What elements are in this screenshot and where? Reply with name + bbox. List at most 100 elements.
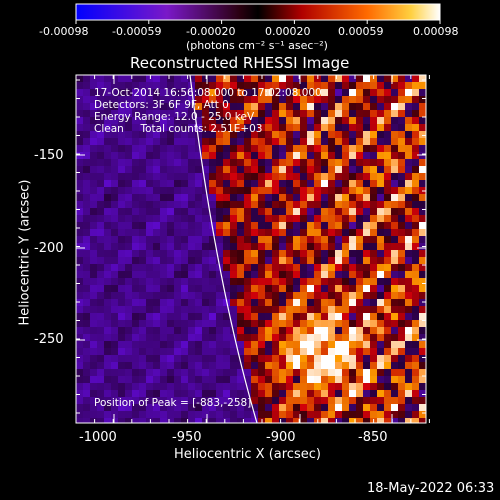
- heatmap-cell: [209, 89, 216, 96]
- heatmap-cell: [307, 243, 314, 250]
- heatmap-cell: [167, 152, 174, 159]
- heatmap-cell: [314, 208, 321, 215]
- heatmap-cell: [314, 215, 321, 222]
- heatmap-cell: [279, 397, 286, 404]
- heatmap-cell: [153, 82, 160, 89]
- heatmap-cell: [314, 348, 321, 355]
- heatmap-cell: [321, 362, 328, 369]
- heatmap-cell: [244, 257, 251, 264]
- heatmap-cell: [405, 110, 412, 117]
- heatmap-cell: [251, 348, 258, 355]
- heatmap-cell: [132, 89, 139, 96]
- heatmap-cell: [230, 376, 237, 383]
- heatmap-cell: [167, 320, 174, 327]
- heatmap-cell: [363, 390, 370, 397]
- heatmap-cell: [251, 75, 258, 82]
- heatmap-cell: [258, 376, 265, 383]
- heatmap-cell: [153, 299, 160, 306]
- heatmap-cell: [335, 222, 342, 229]
- heatmap-cell: [209, 250, 216, 257]
- heatmap-cell: [349, 194, 356, 201]
- heatmap-cell: [307, 390, 314, 397]
- heatmap-cell: [363, 159, 370, 166]
- heatmap-cell: [342, 152, 349, 159]
- heatmap-cell: [377, 299, 384, 306]
- heatmap-cell: [272, 285, 279, 292]
- heatmap-cell: [97, 187, 104, 194]
- heatmap-cell: [237, 152, 244, 159]
- heatmap-cell: [258, 159, 265, 166]
- heatmap-cell: [335, 306, 342, 313]
- heatmap-cell: [181, 397, 188, 404]
- heatmap-cell: [244, 82, 251, 89]
- heatmap-cell: [272, 355, 279, 362]
- heatmap-cell: [244, 327, 251, 334]
- heatmap-cell: [272, 299, 279, 306]
- heatmap-cell: [398, 369, 405, 376]
- heatmap-cell: [321, 411, 328, 418]
- heatmap-cell: [363, 173, 370, 180]
- heatmap-cell: [216, 138, 223, 145]
- heatmap-cell: [349, 208, 356, 215]
- heatmap-cell: [363, 257, 370, 264]
- heatmap-cell: [384, 390, 391, 397]
- heatmap-cell: [419, 201, 426, 208]
- heatmap-cell: [167, 229, 174, 236]
- heatmap-cell: [237, 271, 244, 278]
- heatmap-cell: [174, 103, 181, 110]
- heatmap-cell: [279, 110, 286, 117]
- heatmap-cell: [209, 229, 216, 236]
- heatmap-cell: [398, 159, 405, 166]
- heatmap-cell: [405, 82, 412, 89]
- peak-position-label: Position of Peak = [-883,-258]: [94, 397, 252, 409]
- heatmap-cell: [405, 320, 412, 327]
- heatmap-cell: [251, 229, 258, 236]
- heatmap-cell: [363, 292, 370, 299]
- heatmap-cell: [314, 327, 321, 334]
- heatmap-cell: [251, 271, 258, 278]
- heatmap-cell: [272, 145, 279, 152]
- heatmap-cell: [251, 201, 258, 208]
- heatmap-cell: [244, 110, 251, 117]
- heatmap-cell: [356, 222, 363, 229]
- heatmap-cell: [384, 327, 391, 334]
- heatmap-cell: [328, 411, 335, 418]
- heatmap-cell: [146, 201, 153, 208]
- heatmap-cell: [342, 299, 349, 306]
- heatmap-cell: [398, 215, 405, 222]
- heatmap-cell: [188, 201, 195, 208]
- heatmap-cell: [272, 236, 279, 243]
- heatmap-cell: [321, 404, 328, 411]
- heatmap-cell: [181, 243, 188, 250]
- heatmap-cell: [335, 173, 342, 180]
- heatmap-cell: [181, 75, 188, 82]
- heatmap-cell: [370, 362, 377, 369]
- heatmap-cell: [258, 124, 265, 131]
- heatmap-cell: [216, 208, 223, 215]
- heatmap-cell: [132, 341, 139, 348]
- heatmap-cell: [384, 292, 391, 299]
- y-axis-label: Heliocentric Y (arcsec): [17, 179, 33, 326]
- heatmap-cell: [272, 208, 279, 215]
- heatmap-cell: [363, 194, 370, 201]
- heatmap-cell: [244, 187, 251, 194]
- heatmap-cell: [104, 348, 111, 355]
- heatmap-cell: [76, 334, 83, 341]
- heatmap-cell: [146, 138, 153, 145]
- heatmap-cell: [412, 243, 419, 250]
- heatmap-cell: [412, 369, 419, 376]
- heatmap-cell: [356, 194, 363, 201]
- heatmap-cell: [377, 362, 384, 369]
- heatmap-cell: [293, 75, 300, 82]
- heatmap-cell: [195, 110, 202, 117]
- heatmap-cell: [349, 152, 356, 159]
- heatmap-cell: [279, 348, 286, 355]
- heatmap-cell: [181, 264, 188, 271]
- heatmap-cell: [216, 75, 223, 82]
- heatmap-cell: [209, 201, 216, 208]
- heatmap-cell: [398, 264, 405, 271]
- heatmap-cell: [370, 264, 377, 271]
- heatmap-cell: [118, 124, 125, 131]
- heatmap-cell: [167, 383, 174, 390]
- heatmap-cell: [111, 215, 118, 222]
